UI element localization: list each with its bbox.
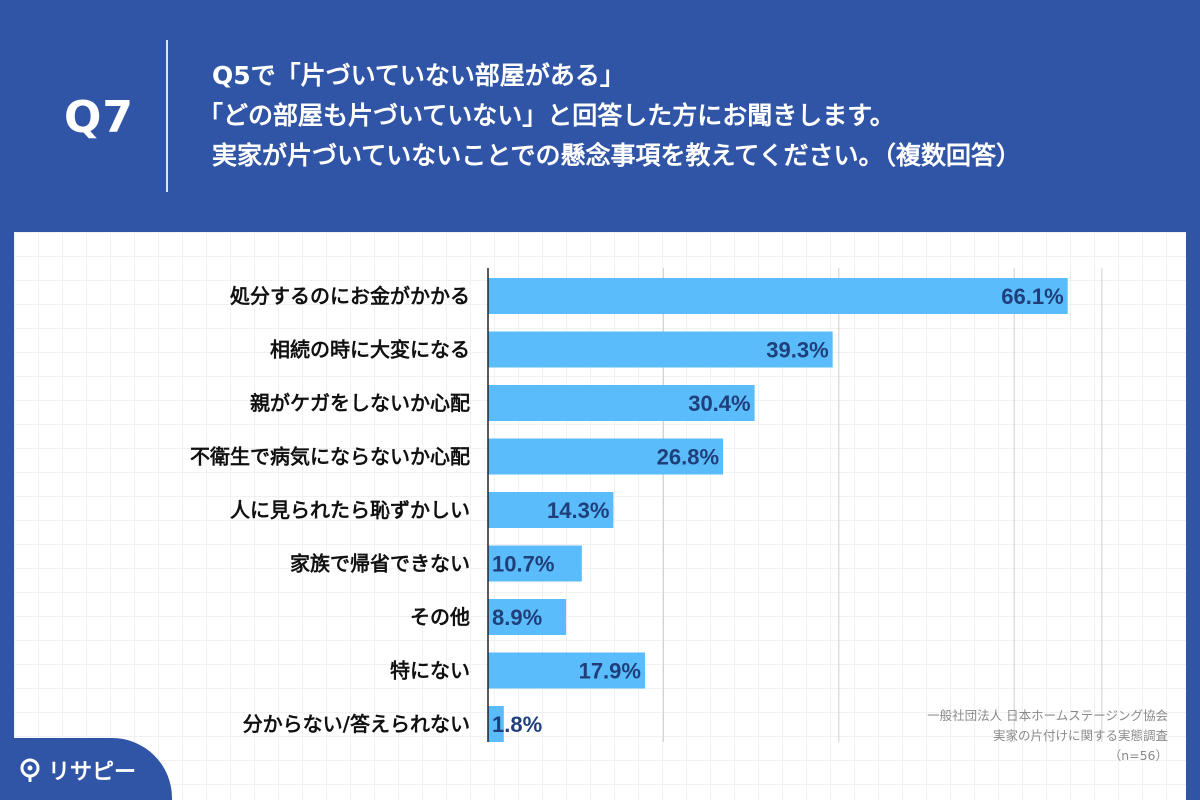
bar	[488, 492, 614, 528]
category-label: 処分するのにお金がかかる	[230, 284, 470, 308]
category-label: 分からない/答えられない	[243, 712, 470, 736]
source-line-3: （n=56）	[1108, 748, 1168, 763]
data-label: 30.4%	[688, 391, 750, 416]
bar-chart: 処分するのにお金がかかる 66.1% 相続の時に大変になる 39.3% 親がケガをしない…	[190, 268, 1103, 742]
data-label: 8.9%	[492, 605, 542, 630]
bar	[488, 278, 1068, 314]
category-label: 家族で帰省できない	[290, 552, 470, 576]
question-text: Q5で「片づいていない部屋がある」 「どの部屋も片づいていない」と回答した方にお…	[198, 56, 1022, 176]
question-number: Q7	[64, 92, 135, 143]
source-note: 一般社団法人 日本ホームステージング協会 実家の片付けに関する実態調査 （n=5…	[927, 706, 1168, 766]
bar	[488, 652, 645, 689]
bar	[488, 331, 833, 368]
question-line-3: 実家が片づいていないことでの懸念事項を教えてください。（複数回答）	[212, 141, 1022, 170]
category-label: 特にない	[390, 659, 470, 683]
source-line-2: 実家の片付けに関する実態調査	[992, 728, 1168, 743]
source-line-1: 一般社団法人 日本ホームステージング協会	[927, 708, 1168, 723]
data-label: 1.8%	[492, 712, 542, 737]
category-label: 人に見られたら恥ずかしい	[230, 498, 470, 522]
category-label: 相続の時に大変になる	[270, 338, 470, 362]
logo-text: リサピー	[48, 760, 137, 785]
bar	[488, 706, 504, 742]
question-line-2: 「どの部屋も片づいていない」と回答した方にお聞きします。	[198, 101, 895, 130]
header: Q7 Q5で「片づいていない部屋がある」 「どの部屋も片づいていない」と回答した…	[0, 0, 1200, 230]
data-label: 66.1%	[1001, 284, 1063, 309]
logo: リサピー	[0, 738, 172, 800]
data-label: 39.3%	[766, 338, 828, 363]
bar	[488, 545, 582, 582]
category-label: 不衛生で病気にならないか心配	[190, 445, 470, 469]
data-label: 17.9%	[579, 659, 641, 684]
header-divider	[166, 40, 168, 192]
category-label: その他	[410, 605, 470, 629]
location-pin-icon	[20, 758, 40, 782]
data-label: 10.7%	[492, 552, 554, 577]
bar	[488, 599, 567, 635]
data-label: 26.8%	[657, 445, 719, 470]
category-label: 親がケガをしないか心配	[250, 391, 470, 415]
data-label: 14.3%	[547, 498, 609, 523]
bar	[488, 385, 755, 421]
chart-panel: 処分するのにお金がかかる 66.1% 相続の時に大変になる 39.3% 親がケガをしない…	[14, 232, 1186, 800]
question-line-1: Q5で「片づいていない部屋がある」	[212, 61, 625, 90]
bar	[488, 438, 724, 475]
